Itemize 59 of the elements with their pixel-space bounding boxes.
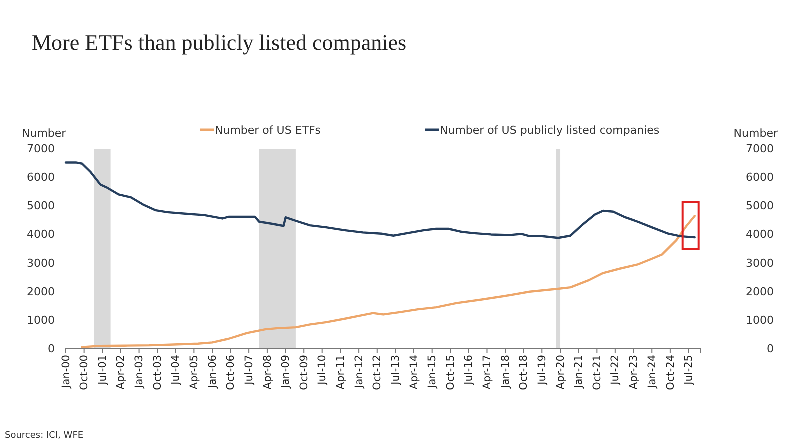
y2-tick-label: 5000 xyxy=(746,200,774,213)
legend-label: Number of US publicly listed companies xyxy=(440,124,660,137)
x-tick-label: Jan-00 xyxy=(60,355,72,390)
x-tick-label: Jan-15 xyxy=(426,355,439,390)
x-tick-label: Jan-18 xyxy=(500,355,512,390)
y-tick-label: 6000 xyxy=(27,171,55,184)
x-tick-label: Oct-09 xyxy=(298,355,310,390)
x-tick-label: Jul-07 xyxy=(243,355,256,386)
x-tick-label: Apr-05 xyxy=(188,355,200,390)
source-note: Sources: ICI, WFE xyxy=(5,431,84,441)
x-tick-label: Jul-13 xyxy=(390,355,402,386)
x-tick-label: Jul-19 xyxy=(536,355,548,386)
x-tick-label: Jul-10 xyxy=(316,355,329,386)
x-tick-label: Jul-22 xyxy=(610,355,622,386)
x-tick-label: Oct-12 xyxy=(372,355,384,390)
y2-tick-label: 3000 xyxy=(746,256,774,270)
y-tick-label: 2000 xyxy=(27,285,55,298)
x-tick-label: Apr-14 xyxy=(408,354,420,390)
chart-title: More ETFs than publicly listed companies xyxy=(32,30,407,55)
y-tick-label: 3000 xyxy=(27,256,55,270)
x-tick-label: Jul-16 xyxy=(463,354,476,386)
line-series xyxy=(64,162,696,240)
x-tick-label: Jan-12 xyxy=(353,355,366,390)
y-tick-label: 4000 xyxy=(27,228,55,242)
x-tick-label: Oct-03 xyxy=(152,355,164,390)
y-tick-label: 7000 xyxy=(27,142,55,156)
x-tick-label: Apr-23 xyxy=(628,355,640,390)
x-tick-label: Jul-04 xyxy=(170,354,182,386)
x-tick-label: Oct-00 xyxy=(78,355,91,390)
x-tick-label: Oct-15 xyxy=(444,355,457,390)
y2-tick-label: 1000 xyxy=(746,314,774,327)
x-tick-label: Apr-20 xyxy=(554,355,567,390)
x-tick-label: Jan-03 xyxy=(134,355,146,390)
x-tick-label: Jan-24 xyxy=(646,354,658,390)
x-tick-label: Oct-21 xyxy=(591,355,604,390)
x-tick-label: Jul-01 xyxy=(96,355,109,386)
x-tick-label: Jan-09 xyxy=(280,355,292,390)
y2-tick-label: 7000 xyxy=(746,142,774,156)
y2-tick-label: 4000 xyxy=(746,228,774,242)
y2-tick-label: 0 xyxy=(767,342,774,356)
y-tick-label: 1000 xyxy=(27,314,55,327)
x-tick-label: Oct-06 xyxy=(225,354,238,390)
x-tick-label: Apr-08 xyxy=(262,355,274,390)
line-series xyxy=(81,215,696,348)
y2-tick-label: 2000 xyxy=(746,285,774,298)
x-tick-label: Jan-21 xyxy=(573,355,586,390)
x-tick-label: Oct-18 xyxy=(518,355,530,390)
x-tick-label: Apr-11 xyxy=(335,355,347,390)
y-axis-title: Number xyxy=(22,127,67,140)
y-tick-label: 0 xyxy=(48,342,55,356)
x-tick-label: Apr-17 xyxy=(482,355,494,390)
legend-label: Number of US ETFs xyxy=(215,124,322,137)
y-tick-label: 5000 xyxy=(27,200,55,213)
y2-tick-label: 6000 xyxy=(746,171,774,184)
x-tick-label: Jul-25 xyxy=(683,355,696,386)
y2-axis-title: Number xyxy=(734,127,778,140)
x-tick-label: Oct-24 xyxy=(664,354,677,390)
x-tick-label: Jan-06 xyxy=(206,354,219,390)
x-tick-label: Apr-02 xyxy=(115,355,128,390)
